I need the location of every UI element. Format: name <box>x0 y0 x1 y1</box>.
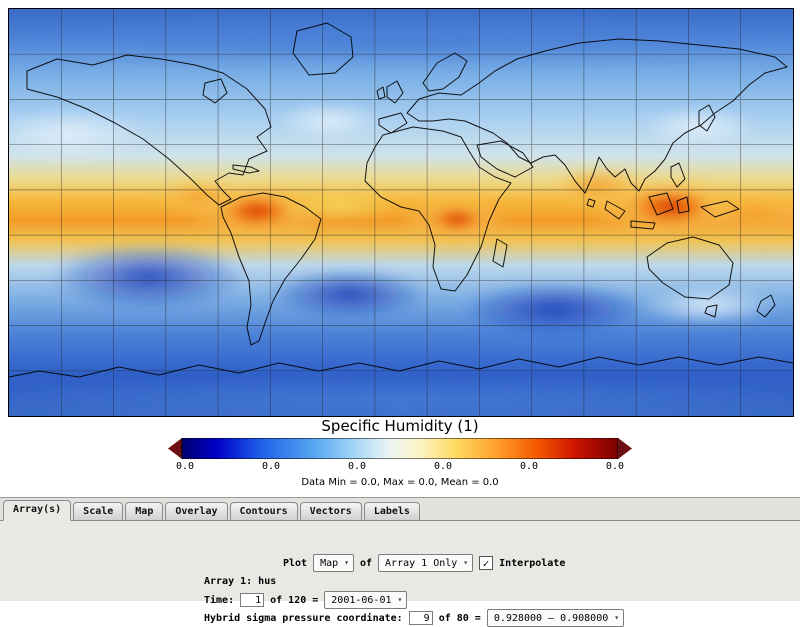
plot-title: Specific Humidity (1) <box>321 417 479 435</box>
level-label: Hybrid sigma pressure coordinate: <box>204 612 403 624</box>
tab-bar: Array(s) Scale Map Overlay Contours Vect… <box>0 498 800 521</box>
time-label: Time: <box>204 594 235 606</box>
tick-label: 0.0 <box>261 461 281 472</box>
dropdown-arrow-icon: ▾ <box>397 595 403 604</box>
level-range-select[interactable]: 0.928000 — 0.908000 ▾ <box>486 609 625 627</box>
tick-label: 0.0 <box>347 461 367 472</box>
tick-label: 0.0 <box>433 461 453 472</box>
map-plot <box>8 8 794 417</box>
tab-contours[interactable]: Contours <box>229 502 298 520</box>
time-index-field[interactable] <box>240 593 265 607</box>
of-label: of <box>359 557 373 569</box>
data-stats: Data Min = 0.0, Max = 0.0, Mean = 0.0 <box>301 477 499 488</box>
coastlines <box>9 22 793 378</box>
tab-map[interactable]: Map <box>125 502 164 520</box>
heatmap-blobs <box>9 11 793 416</box>
tab-vectors[interactable]: Vectors <box>299 502 362 520</box>
interpolate-label: Interpolate <box>499 557 566 569</box>
panoply-plot-window: { "plot": { "title": "Specific Humidity … <box>0 8 800 627</box>
colorbar-tick-labels: 0.0 0.0 0.0 0.0 0.0 0.0 <box>176 461 624 472</box>
plot-label: Plot <box>283 557 308 569</box>
time-date-select[interactable]: 2001-06-01 ▾ <box>324 591 408 609</box>
dropdown-arrow-icon: ▾ <box>344 558 349 567</box>
tab-arrays[interactable]: Array(s) <box>3 500 72 521</box>
time-of-label: of 120 = <box>270 594 319 606</box>
array-mode-select[interactable]: Array 1 Only ▾ <box>378 554 474 572</box>
array-mode-value: Array 1 Only <box>385 557 458 569</box>
humidity-heatmap <box>9 9 793 416</box>
tick-label: 0.0 <box>176 461 195 472</box>
colorbar <box>168 437 632 460</box>
level-of-label: of 80 = <box>438 612 481 624</box>
tab-labels[interactable]: Labels <box>363 502 420 520</box>
time-date-value: 2001-06-01 <box>331 594 392 606</box>
level-range-value: 0.928000 — 0.908000 <box>493 612 609 624</box>
check-icon: ✓ <box>482 556 490 570</box>
plot-type-value: Map <box>320 557 339 569</box>
tab-overlay[interactable]: Overlay <box>165 502 228 520</box>
colorbar-left-arrow-icon <box>168 438 182 459</box>
level-index-field[interactable] <box>408 611 433 625</box>
arrays-tab-content: Plot Map ▾ of Array 1 Only ▾ ✓ Interpola… <box>0 521 800 627</box>
array-info-label: Array 1: hus <box>204 576 277 587</box>
interpolate-checkbox[interactable]: ✓ <box>479 556 494 570</box>
dropdown-arrow-icon: ▾ <box>614 613 620 622</box>
tick-label: 0.0 <box>519 461 538 472</box>
control-panel: Array(s) Scale Map Overlay Contours Vect… <box>0 497 800 627</box>
tab-scale[interactable]: Scale <box>73 502 124 520</box>
colorbar-right-arrow-icon <box>618 438 632 459</box>
plot-type-select[interactable]: Map ▾ <box>313 554 354 572</box>
dropdown-arrow-icon: ▾ <box>463 558 469 567</box>
tick-label: 0.0 <box>605 461 624 472</box>
